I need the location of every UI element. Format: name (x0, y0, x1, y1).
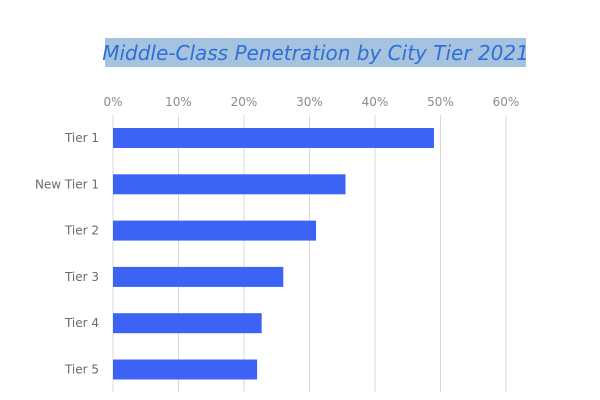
category-label: Tier 2 (64, 224, 99, 238)
category-label: Tier 5 (64, 363, 99, 377)
category-label: New Tier 1 (35, 177, 99, 191)
x-tick-label: 40% (362, 95, 389, 109)
x-tick-label: 10% (165, 95, 192, 109)
bar (113, 313, 262, 334)
bar (113, 266, 284, 287)
chart-title: Middle-Class Penetration by City Tier 20… (102, 40, 529, 65)
x-tick-label: 60% (493, 95, 520, 109)
x-tick-label: 50% (427, 95, 454, 109)
bar (113, 359, 258, 380)
bar (113, 174, 346, 195)
x-tick-label: 30% (296, 95, 323, 109)
bar (113, 128, 434, 148)
category-label: Tier 4 (64, 316, 99, 330)
chart-title-box: Middle-Class Penetration by City Tier 20… (102, 38, 529, 67)
x-tick-label: 0% (103, 95, 122, 109)
x-tick-label: 20% (231, 95, 258, 109)
bar (113, 220, 317, 241)
category-label: Tier 3 (64, 270, 99, 284)
category-label: Tier 1 (64, 131, 99, 145)
